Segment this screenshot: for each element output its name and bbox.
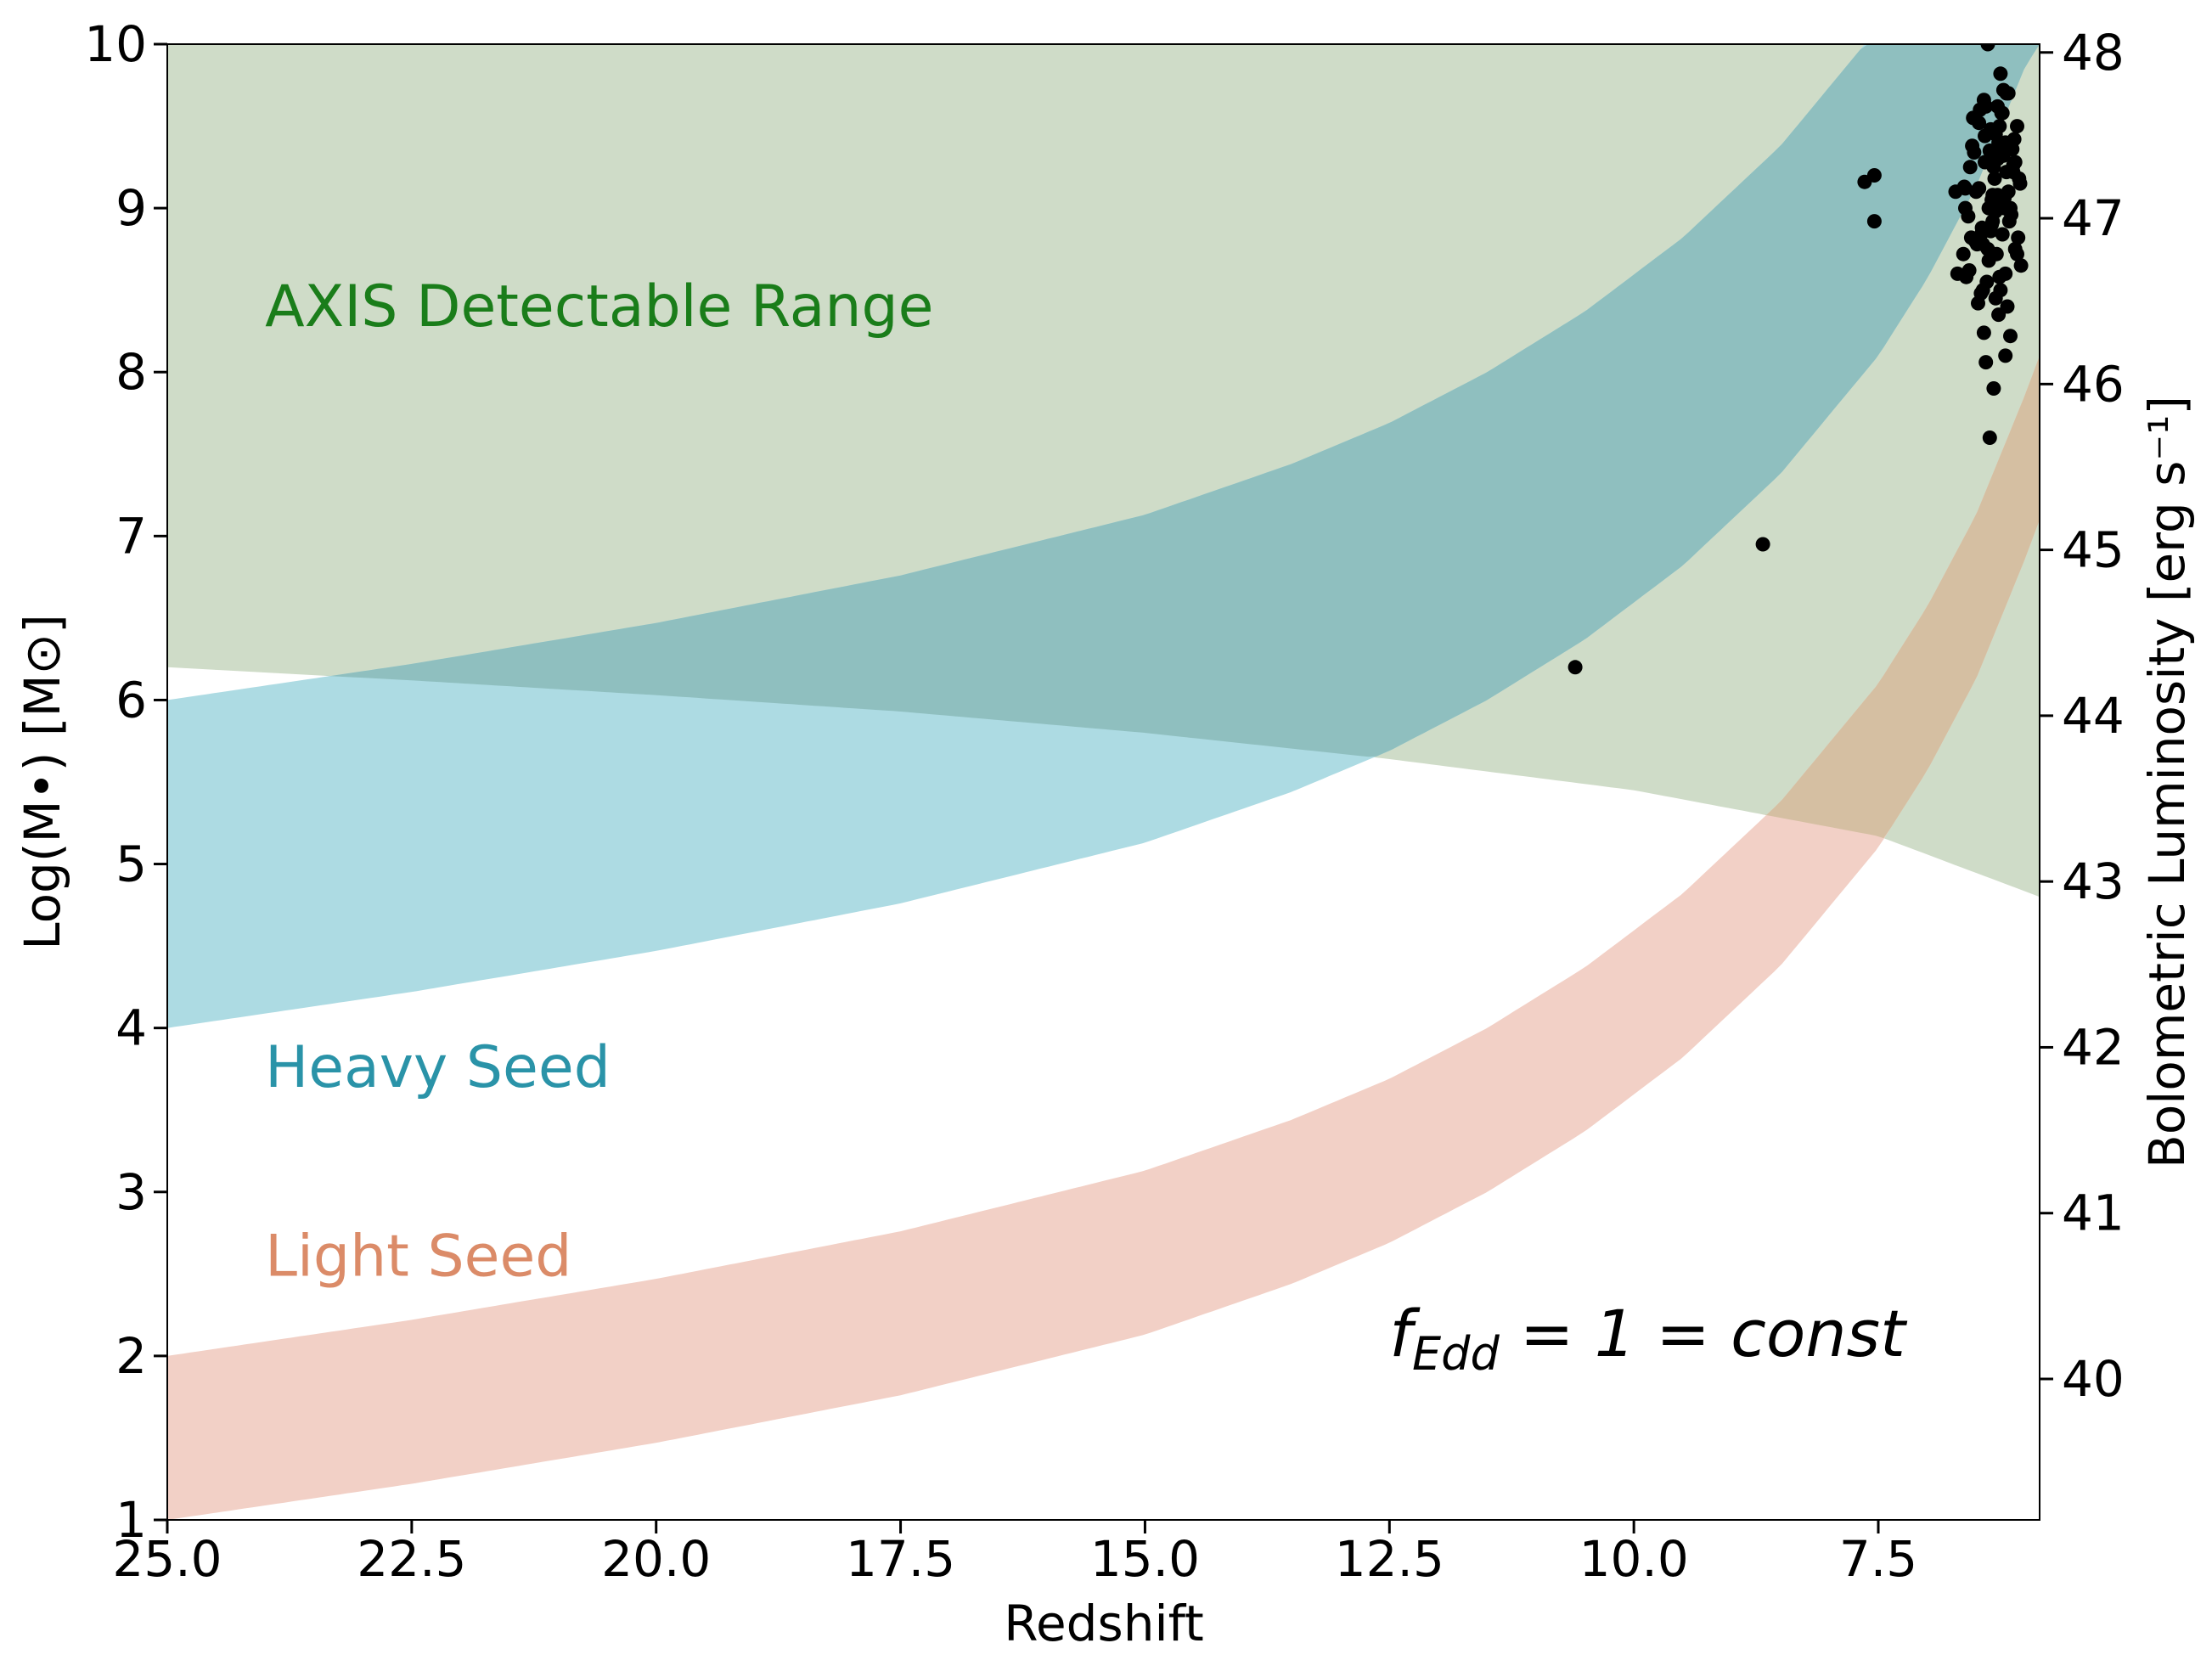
light-seed-band [167, 355, 2040, 1520]
scatter-point [2010, 119, 2024, 134]
scatter-point [1995, 105, 2010, 121]
x-tick-label: 20.0 [601, 1530, 711, 1588]
y-tick-label: 6 [115, 671, 147, 729]
scatter-point [1983, 223, 1998, 239]
y-tick-label: 9 [115, 179, 147, 237]
y-tick-label: 3 [115, 1163, 147, 1221]
y-tick-label: 7 [115, 507, 147, 565]
scatter-point [1995, 227, 2010, 242]
scatter-point [1978, 128, 1992, 143]
y-tick-label: 8 [115, 343, 147, 401]
y-right-axis-ticks: 40 41 42 43 44 45 46 47 48 [2040, 24, 2125, 1408]
y-right-tick-label: 43 [2062, 853, 2125, 910]
scatter-point [1961, 209, 1976, 224]
x-axis-ticks: 25.0 22.5 20.0 17.5 15.0 12.5 10.0 7.5 [112, 1520, 1917, 1588]
annotation-label: AXIS Detectable Range [265, 273, 933, 340]
scatter-point [2006, 158, 2021, 173]
y-tick-label: 10 [84, 15, 147, 73]
scatter-point [1978, 355, 1994, 370]
annotations: AXIS Detectable Range Heavy Seed Light See… [265, 273, 1908, 1381]
x-tick-label: 12.5 [1335, 1530, 1444, 1588]
scatter-point [2012, 171, 2027, 186]
annotation-label: Light Seed [265, 1223, 571, 1290]
scatter-point [1972, 181, 1987, 196]
y-right-tick-label: 42 [2062, 1018, 2125, 1076]
fedd-annotation: fEdd = 1 = const [1389, 1296, 1908, 1381]
scatter-point [1991, 307, 2007, 323]
scatter-point [1956, 246, 1971, 262]
scatter-point [1568, 660, 1583, 675]
x-tick-label: 15.0 [1090, 1530, 1200, 1588]
annotation-label: Heavy Seed [265, 1034, 611, 1101]
y-right-tick-label: 44 [2062, 687, 2125, 745]
y-right-tick-label: 46 [2062, 355, 2125, 413]
scatter-point [1992, 269, 2007, 284]
scatter-point [1998, 135, 2013, 150]
scatter-point [1987, 171, 2002, 186]
scatter-series [1568, 44, 2029, 675]
scatter-point [1976, 325, 1991, 340]
x-tick-label: 10.0 [1579, 1530, 1689, 1588]
scatter-point [1989, 246, 2004, 262]
y-right-axis-label: Bolometric Luminosity [erg s⁻¹] [2138, 396, 2196, 1168]
x-axis-label: Redshift [1004, 1595, 1203, 1652]
y-right-tick-label: 41 [2062, 1185, 2125, 1242]
y-right-tick-label: 47 [2062, 189, 2125, 247]
scatter-point [1966, 110, 1981, 126]
scatter-point [1981, 200, 1996, 216]
scatter-point [1986, 381, 2001, 396]
scatter-point [1962, 160, 1978, 175]
y-tick-label: 2 [115, 1327, 147, 1385]
scatter-point [1950, 266, 1965, 281]
scatter-point [1975, 237, 1990, 252]
y-axis-label: Log(M•) [M⊙] [14, 614, 71, 949]
y-right-tick-label: 45 [2062, 521, 2125, 579]
scatter-point [2011, 230, 2026, 245]
axes-frame [166, 43, 2040, 1521]
scatter-point [1978, 98, 1994, 114]
scatter-point [1958, 181, 1973, 196]
y-right-tick-label: 48 [2062, 24, 2125, 82]
x-tick-label: 22.5 [357, 1530, 466, 1588]
scatter-point [2003, 329, 2018, 344]
scatter-point [1997, 191, 2012, 205]
scatter-point [1866, 214, 1882, 229]
y-tick-label: 1 [115, 1491, 147, 1549]
light-axis-overlap-band [167, 355, 2040, 839]
scatter-point [1993, 66, 2008, 82]
scatter-point [2013, 258, 2029, 273]
scatter-point [2007, 241, 2023, 256]
y-tick-label: 4 [115, 999, 147, 1057]
x-tick-label: 17.5 [846, 1530, 955, 1588]
x-tick-label: 25.0 [112, 1530, 222, 1588]
x-tick-label: 7.5 [1839, 1530, 1917, 1588]
heavy-axis-overlap-band [167, 44, 2040, 757]
scatter-point [1998, 348, 2013, 363]
y-axis-ticks: 1 2 3 4 5 6 7 8 9 10 [84, 15, 167, 1549]
y-tick-label: 5 [115, 836, 147, 893]
scatter-point [1993, 283, 2008, 298]
plot-area [167, 44, 2040, 1520]
scatter-point [1755, 537, 1770, 552]
scatter-point [1980, 44, 1995, 52]
y-right-tick-label: 40 [2062, 1350, 2125, 1408]
scatter-point [1982, 430, 1997, 445]
scatter-point [1866, 168, 1882, 183]
scatter-point [2001, 86, 2016, 101]
scatter-point [1987, 148, 2002, 163]
scatter-point [1967, 145, 1982, 160]
scatter-point [1973, 286, 1989, 301]
plot-frame [166, 43, 2040, 1521]
